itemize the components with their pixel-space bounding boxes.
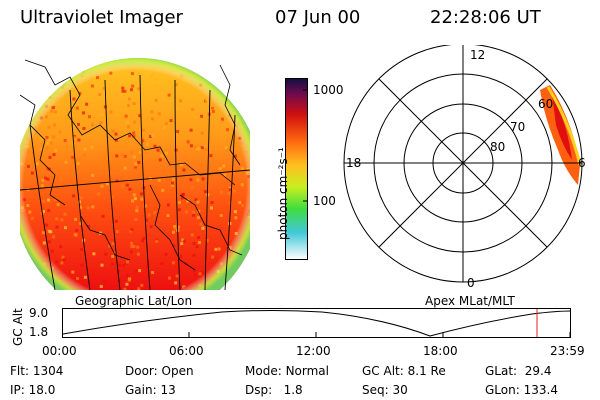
status-glon: GLon: 133.4 <box>485 383 558 397</box>
altitude-xtick-4: 23:59 <box>550 344 585 358</box>
aurora-disk <box>20 58 250 290</box>
polar-grid <box>343 45 583 283</box>
altitude-xtick-0: 00:00 <box>42 344 77 358</box>
mlt-label-6: 6 <box>578 156 586 170</box>
altitude-curve <box>62 310 571 337</box>
colorbar-tick-100: 100 <box>313 194 336 208</box>
geo-grid <box>20 74 250 290</box>
mlt-label-12: 12 <box>470 48 486 62</box>
observation-time: 22:28:06 UT <box>430 7 541 28</box>
status-door: Door: Open <box>125 364 194 378</box>
status-mode: Mode: Normal <box>245 364 329 378</box>
lat-label-60: 60 <box>538 97 554 111</box>
altitude-ylabel: GC Alt <box>11 308 25 346</box>
status-glat: GLat: 29.4 <box>485 364 552 378</box>
altitude-plot <box>62 308 571 338</box>
status-flt: Flt: 1304 <box>10 364 64 378</box>
altitude-xtick-1: 06:00 <box>169 344 204 358</box>
instrument-title: Ultraviolet Imager <box>20 7 183 28</box>
left-panel-title: Geographic Lat/Lon <box>75 294 193 308</box>
colorbar <box>285 78 308 260</box>
geographic-image <box>20 58 250 290</box>
lat-label-70: 70 <box>510 120 526 134</box>
status-gc-alt: GC Alt: 8.1 Re <box>362 364 446 378</box>
polar-plot <box>343 45 583 283</box>
polar-aurora <box>540 85 582 185</box>
colorbar-label: photon cm⁻²s⁻¹ <box>276 147 290 240</box>
mlt-label-0: 0 <box>467 276 475 290</box>
altitude-ytick-low: 1.8 <box>29 325 49 339</box>
status-dsp: Dsp: 1.8 <box>245 383 303 397</box>
observation-date: 07 Jun 00 <box>275 7 361 28</box>
status-ip: IP: 18.0 <box>10 383 56 397</box>
lat-label-80: 80 <box>490 140 506 154</box>
colorbar-tick-1000: 1000 <box>313 83 344 97</box>
status-gain: Gain: 13 <box>125 383 176 397</box>
right-panel-title: Apex MLat/MLT <box>425 294 515 308</box>
altitude-xtick-3: 18:00 <box>423 344 458 358</box>
coastlines <box>20 59 243 271</box>
altitude-xtick-2: 12:00 <box>296 344 331 358</box>
altitude-ytick-high: 9.0 <box>29 306 49 320</box>
status-seq: Seq: 30 <box>362 383 408 397</box>
mlt-label-18: 18 <box>346 156 362 170</box>
